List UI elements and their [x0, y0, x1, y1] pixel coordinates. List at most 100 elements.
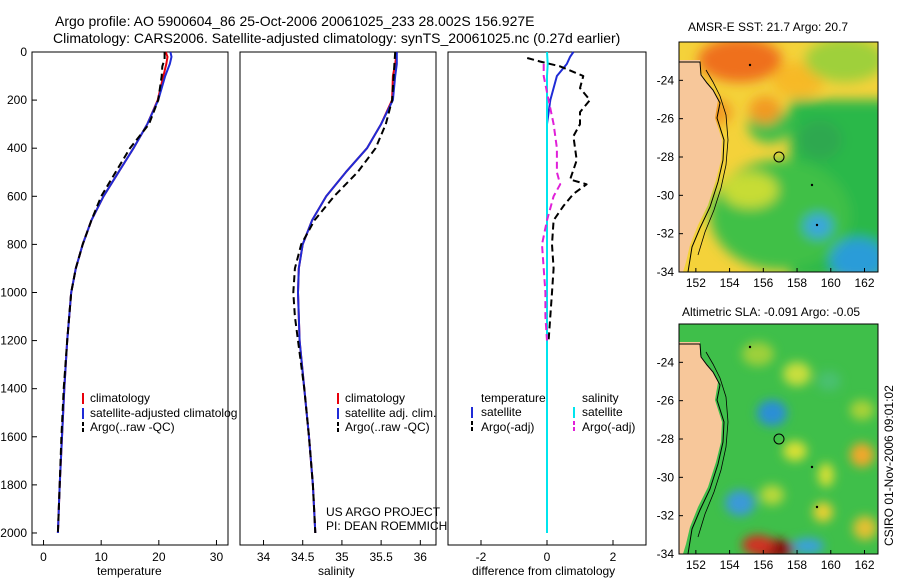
- lon-tick-label: 160: [821, 276, 841, 290]
- legend-salinity-header: salinity: [582, 391, 619, 405]
- x-tick-label: -2: [476, 550, 487, 564]
- header-line2: Climatology: CARS2006. Satellite-adjuste…: [53, 30, 620, 46]
- series-salinity-satellite: [546, 51, 549, 533]
- series-argo: [292, 51, 397, 534]
- salinity-series: [292, 51, 398, 534]
- difference-x-axis: -2 0 2: [476, 540, 617, 564]
- depth-tick-label: 1400: [0, 382, 27, 396]
- lon-tick-label: 154: [720, 558, 740, 572]
- lat-tick-label: -24: [657, 355, 675, 369]
- legend-argo-label: Argo(..raw -QC): [345, 420, 430, 434]
- lat-tick-label: -26: [657, 112, 675, 126]
- depth-tick-label: 1000: [0, 285, 27, 299]
- legend-climatology-label: climatology: [90, 391, 150, 405]
- series-satellite: [297, 52, 398, 534]
- legend-temp-argo-label: Argo(-adj): [481, 420, 534, 434]
- sst-map-title: AMSR-E SST: 21.7 Argo: 20.7: [688, 20, 848, 34]
- lat-tick-label: -26: [657, 394, 675, 408]
- x-tick-label: 0: [40, 550, 47, 564]
- difference-xlabel: difference from climatology: [472, 564, 615, 578]
- depth-tick-label: 1200: [0, 334, 27, 348]
- sla-field: [679, 324, 878, 554]
- x-tick-label: 34.5: [291, 550, 315, 564]
- salinity-xlabel: salinity: [318, 564, 355, 578]
- lon-tick-label: 152: [686, 558, 706, 572]
- x-tick-label: 34: [257, 550, 271, 564]
- difference-panel: -2 0 2 difference from climatology tempera…: [447, 51, 647, 578]
- lat-tick-label: -28: [657, 432, 675, 446]
- sst-land-mass: [679, 60, 722, 272]
- temperature-xlabel: temperature: [97, 564, 162, 578]
- sla-argo-location-marker: [773, 433, 785, 445]
- series-argo: [56, 52, 166, 534]
- depth-tick-label: 600: [7, 189, 27, 203]
- legend-temperature-header: temperature: [481, 391, 546, 405]
- salinity-panel: 34 34.5 35 35.5 36 salinity climatology sate…: [239, 51, 447, 578]
- sst-island: [748, 63, 752, 67]
- depth-tick-label: 200: [7, 93, 27, 107]
- sst-field: [679, 42, 878, 272]
- x-tick-label: 30: [210, 550, 224, 564]
- project-annotation-line2: PI: DEAN ROEMMICH: [326, 519, 447, 533]
- temperature-series: [56, 51, 173, 534]
- lon-tick-label: 154: [720, 276, 740, 290]
- sst-depth-contour: [697, 69, 729, 256]
- temperature-axes-frame: [31, 51, 229, 546]
- sla-island: [748, 345, 752, 349]
- depth-tick-label: 1600: [0, 430, 27, 444]
- x-tick-label: 0: [544, 550, 551, 564]
- legend-climatology-label: climatology: [345, 391, 405, 405]
- lon-tick-label: 156: [753, 276, 773, 290]
- legend-argo-label: Argo(..raw -QC): [90, 420, 175, 434]
- depth-tick-label: 800: [7, 237, 27, 251]
- lat-tick-label: -34: [657, 547, 675, 561]
- sla-depth-contour: [697, 351, 729, 538]
- x-tick-label: 20: [152, 550, 166, 564]
- sst-map-axes: 152 154 156 158 160 162 -24 -26 -28 -30 -32 -34: [657, 73, 875, 290]
- sla-map-title: Altimetric SLA: -0.091 Argo: -0.05: [682, 305, 860, 319]
- x-tick-label: 36: [414, 550, 428, 564]
- difference-series: [526, 51, 591, 533]
- depth-tick-label: 2000: [0, 526, 27, 540]
- csiro-timestamp: CSIRO 01-Nov-2006 09:01:02: [882, 385, 896, 546]
- lat-tick-label: -30: [657, 470, 675, 484]
- lon-tick-label: 158: [787, 558, 807, 572]
- lat-tick-label: -24: [657, 73, 675, 87]
- lon-tick-label: 162: [854, 276, 874, 290]
- sst-field-blobs: [692, 42, 878, 272]
- sst-island: [815, 223, 819, 227]
- lat-tick-label: -28: [657, 150, 675, 164]
- lon-tick-label: 158: [787, 276, 807, 290]
- salinity-x-axis: 34 34.5 35 35.5 36: [257, 540, 427, 564]
- legend-sal-argo-label: Argo(-adj): [582, 420, 635, 434]
- sst-argo-location-marker: [773, 151, 785, 163]
- temperature-legend: climatology satellite-adjusted climatolo…: [82, 391, 237, 434]
- sst-island: [810, 183, 814, 187]
- depth-axis: 0 200 400 600 800 1000 1200 1400 1600 1800 2000: [0, 45, 37, 540]
- sla-map-axes: 152 154 156 158 160 162 -24 -26 -28 -30 -32 -34: [657, 355, 875, 572]
- lon-tick-label: 152: [686, 276, 706, 290]
- lon-tick-label: 160: [821, 558, 841, 572]
- series-temperature-argo-adj-: [526, 57, 591, 341]
- sst-coastline: [679, 61, 725, 272]
- sla-field-blobs: [725, 342, 877, 554]
- sla-map-panel: Altimetric SLA: -0.091 Argo: -0.05: [657, 305, 879, 572]
- difference-legend: temperature salinity satellite Argo(-adj…: [471, 391, 635, 434]
- x-tick-label: 10: [94, 550, 108, 564]
- x-tick-label: 35.5: [369, 550, 393, 564]
- x-tick-label: 2: [610, 550, 617, 564]
- legend-satellite-label: satellite adj. clim.: [345, 406, 436, 420]
- lat-tick-label: -34: [657, 265, 675, 279]
- depth-tick-label: 0: [20, 45, 27, 59]
- sst-map-panel: AMSR-E SST: 21.7 Argo: 20.7: [657, 20, 879, 290]
- legend-sal-satellite-label: satellite: [582, 405, 623, 419]
- sla-coastline: [679, 343, 725, 554]
- depth-tick-label: 400: [7, 141, 27, 155]
- legend-temp-satellite-label: satellite: [481, 405, 522, 419]
- x-tick-label: 35: [335, 550, 349, 564]
- lat-tick-label: -32: [657, 509, 675, 523]
- temperature-panel: 0 200 400 600 800 1000 1200 1400 1600 1800 2000 0 1…: [0, 45, 237, 578]
- project-annotation-line1: US ARGO PROJECT: [326, 505, 441, 519]
- lat-tick-label: -32: [657, 227, 675, 241]
